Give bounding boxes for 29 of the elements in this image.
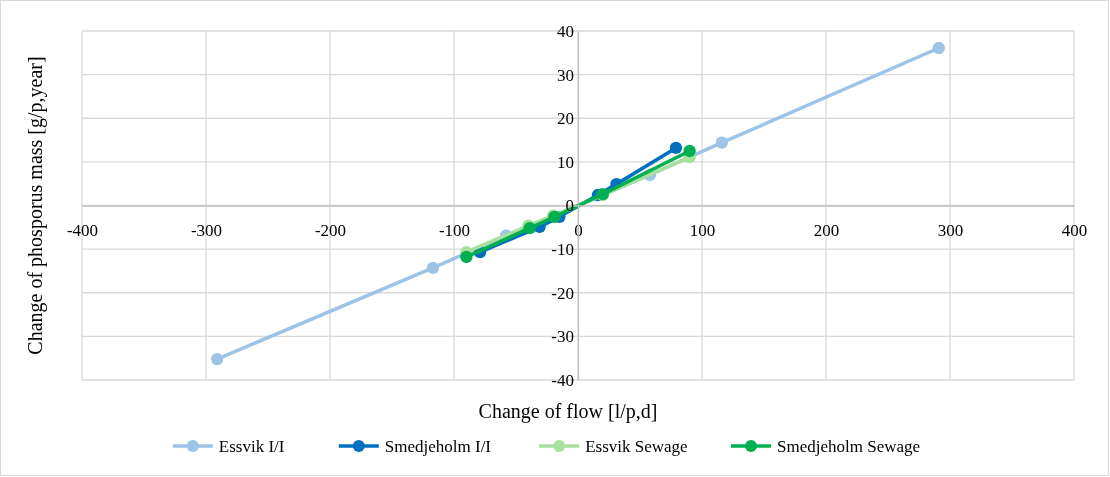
y-axis-title: Change of phosporus mass [g/p,year] (24, 56, 47, 355)
point (210, 352, 224, 366)
legend-label: Smedjeholm Sewage (777, 437, 921, 456)
x-tick-label: 400 (1061, 220, 1088, 240)
y-tick-label: 30 (557, 65, 574, 85)
legend-label: Smedjeholm I/I (384, 437, 492, 456)
x-tick-label: 200 (813, 220, 840, 240)
y-tick-label: 40 (557, 21, 574, 41)
x-axis-title: Change of flow [l/p,d] (478, 400, 658, 423)
legend-label: Essvik I/I (218, 437, 285, 456)
x-tick-label: -100 (438, 220, 471, 240)
y-tick-label: -40 (551, 370, 574, 390)
y-tick-label: -30 (551, 327, 574, 347)
x-tick-label: 100 (689, 220, 716, 240)
x-tick-label: 300 (937, 220, 964, 240)
x-tick-label: -300 (190, 220, 223, 240)
point (426, 261, 440, 275)
y-tick-label: 10 (557, 152, 574, 172)
y-tick-label: -20 (551, 283, 574, 303)
point (669, 141, 683, 155)
x-tick-label: -400 (66, 220, 99, 240)
point (932, 41, 946, 55)
point (715, 136, 729, 149)
y-tick-label: -10 (551, 240, 574, 260)
y-tick-label: 20 (557, 109, 574, 129)
x-tick-label: -200 (314, 220, 347, 240)
legend-label: Essvik Sewage (585, 437, 688, 456)
point (460, 250, 473, 264)
point (683, 144, 696, 158)
